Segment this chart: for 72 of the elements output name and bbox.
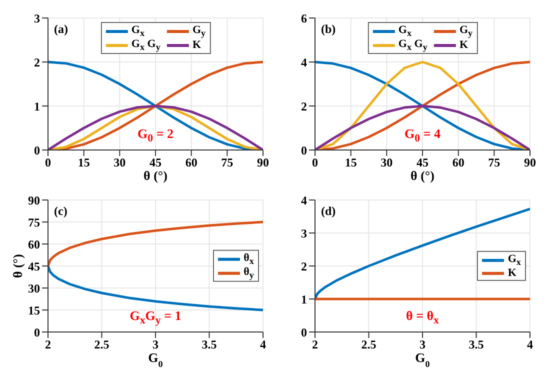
y-tick-label: 90 [28, 193, 40, 208]
annotation: θ = θ$_{x}$ [406, 308, 439, 327]
y-tick-label: 45 [28, 259, 40, 274]
y-tick-label: 3 [34, 11, 40, 26]
x-tick-label: 90 [257, 156, 269, 170]
legend-label: K [508, 267, 516, 280]
y-tick-label: 75 [28, 215, 40, 230]
x-tick-label: 15 [344, 156, 357, 170]
y-tick-label: 0 [301, 143, 307, 158]
annotation: G$_{x}$G$_{y}$ = 1 [130, 308, 182, 327]
legend-label: G$_{x}$ G$_{y}$ [398, 38, 428, 52]
legend-label: G$_{x}$ G$_{y}$ [131, 38, 160, 52]
x-tick-label: 30 [114, 156, 126, 170]
x-tick-label: 60 [185, 156, 198, 170]
y-tick-label: 6 [301, 11, 307, 26]
x-tick-label: 45 [150, 156, 162, 170]
y-tick-label: 1 [301, 292, 307, 306]
x-tick-label: 0 [312, 156, 318, 170]
x-tick-label: 3 [420, 338, 426, 352]
line-series [48, 220, 263, 268]
legend-label: θ$_{x}$ [244, 252, 254, 266]
x-tick-label: 4 [527, 338, 533, 352]
annotation: G$_{0}$ = 2 [138, 126, 174, 145]
x-tick-label: 3 [152, 338, 158, 352]
x-tick-label: 2.5 [361, 338, 376, 352]
legend-label: K [459, 39, 468, 52]
legend-label: G$_{y}$ [459, 24, 473, 38]
x-axis-title: G$_{0}$ [415, 350, 430, 369]
y-tick-label: 30 [28, 281, 40, 296]
y-tick-label: 4 [301, 55, 307, 70]
y-tick-label: 2 [301, 99, 307, 114]
x-tick-label: 90 [524, 156, 536, 170]
y-tick-label: 3 [301, 226, 307, 240]
x-tick-label: 30 [380, 156, 393, 170]
x-tick-label: 2 [45, 338, 51, 352]
y-tick-label: 1 [34, 99, 40, 114]
legend-label: G$_{x}$ [508, 252, 521, 268]
x-axis-title: θ (°) [144, 168, 168, 183]
annotation: (d) [321, 204, 336, 219]
annotation: (a) [54, 22, 68, 37]
annotation: G$_{0}$ = 4 [404, 126, 440, 145]
legend-label: G$_{y}$ [192, 24, 206, 38]
x-tick-label: 2 [312, 338, 318, 352]
x-tick-label: 4 [260, 338, 266, 352]
y-tick-label: 0 [34, 143, 40, 158]
x-tick-label: 45 [416, 156, 428, 170]
legend-label: θ$_{y}$ [244, 266, 254, 280]
annotation: (b) [321, 22, 336, 37]
y-tick-label: 0 [301, 325, 307, 340]
x-tick-label: 75 [488, 156, 500, 170]
y-tick-label: 4 [301, 193, 307, 208]
legend-label: G$_{x}$ [398, 24, 412, 38]
line-series [315, 208, 530, 300]
y-tick-label: 2 [34, 55, 40, 70]
x-tick-label: 75 [221, 156, 234, 170]
line-series [48, 264, 263, 312]
x-tick-label: 2.5 [94, 338, 110, 352]
y-tick-label: 15 [28, 303, 40, 318]
legend-label: K [192, 39, 202, 52]
y-axis-title: θ (°) [10, 254, 25, 278]
x-tick-label: 3.5 [468, 338, 484, 352]
y-tick-label: 0 [34, 325, 40, 340]
y-tick-label: 2 [301, 259, 307, 274]
x-axis-title: θ (°) [410, 168, 434, 183]
x-axis-title: G$_{0}$ [148, 350, 164, 369]
x-tick-label: 15 [78, 156, 90, 170]
legend-label: G$_{x}$ [131, 24, 145, 38]
x-tick-label: 60 [452, 156, 464, 170]
x-tick-label: 0 [45, 156, 51, 170]
x-tick-label: 3.5 [202, 338, 217, 352]
annotation: (c) [54, 204, 68, 219]
y-tick-label: 60 [28, 237, 40, 252]
